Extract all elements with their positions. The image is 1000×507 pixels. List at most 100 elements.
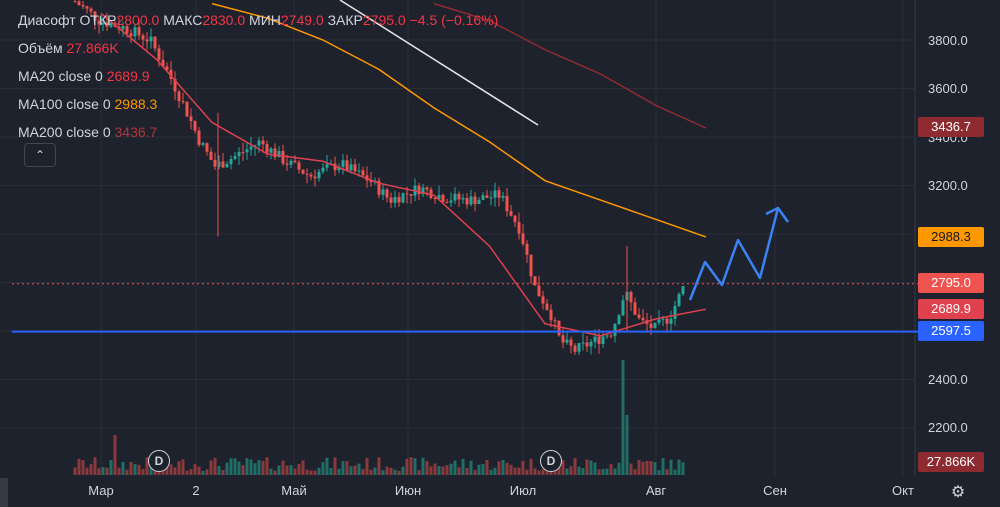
volume-bar <box>249 459 253 475</box>
ma20-label: MA20 close 0 <box>18 68 103 84</box>
low-label: МИН <box>249 12 281 28</box>
volume-bar <box>645 460 649 475</box>
candle-body <box>349 164 353 171</box>
volume-bar <box>509 464 513 475</box>
volume-bar <box>661 458 665 475</box>
candle-body <box>357 170 361 172</box>
candle-body <box>297 162 301 170</box>
close-price-tag: 2795.0 <box>918 273 984 293</box>
x-tick: 2 <box>192 483 200 498</box>
candle-body <box>633 302 637 315</box>
ma20-row[interactable]: MA20 close 0 2689.9 <box>18 62 498 90</box>
candle-body <box>597 336 601 344</box>
volume-bar <box>221 470 225 475</box>
candle-body <box>105 22 109 27</box>
low-value: 2749.0 <box>280 12 324 28</box>
candle-body <box>237 152 241 157</box>
candle-body <box>393 196 397 203</box>
dividend-marker[interactable]: D <box>148 450 170 472</box>
legend-collapse-button[interactable]: ⌃ <box>24 143 56 167</box>
candle-body <box>293 160 297 163</box>
candle-body <box>537 285 541 297</box>
volume-bar <box>561 460 565 475</box>
volume-bar <box>393 469 397 475</box>
candle-body <box>577 343 581 352</box>
volume-bar <box>85 467 89 475</box>
volume-bar <box>81 460 85 475</box>
candle-body <box>377 180 381 195</box>
volume-bar <box>321 462 325 475</box>
candle-body <box>569 339 573 346</box>
candle-body <box>549 309 553 321</box>
candle-body <box>77 1 81 5</box>
volume-bar <box>365 458 369 475</box>
volume-bar <box>681 462 685 475</box>
volume-bar <box>573 458 577 475</box>
volume-bar <box>637 459 641 475</box>
candle-body <box>85 6 89 9</box>
candle-body <box>409 193 413 196</box>
volume-bar <box>97 468 101 475</box>
volume-bar <box>617 462 621 475</box>
volume-bar <box>389 467 393 475</box>
volume-bar <box>541 469 545 475</box>
volume-bar <box>329 468 333 475</box>
volume-bar <box>625 415 629 475</box>
volume-bar <box>669 459 673 475</box>
volume-bar <box>133 464 137 475</box>
candle-body <box>321 167 325 172</box>
chevron-up-icon: ⌃ <box>34 148 46 162</box>
candle-body <box>665 318 669 324</box>
ma20-value: 2689.9 <box>106 68 150 84</box>
forecast-path <box>688 207 780 301</box>
candle-body <box>461 197 465 200</box>
candle-body <box>341 160 345 167</box>
candle-body <box>441 194 445 202</box>
candle-body <box>137 27 141 36</box>
candle-body <box>353 164 357 172</box>
volume-bar <box>569 466 573 475</box>
candle-body <box>493 190 497 198</box>
volume-bar <box>513 467 517 475</box>
candle-body <box>437 194 441 200</box>
candle-body <box>301 169 305 174</box>
scrollbar[interactable] <box>0 478 8 507</box>
volume-bar <box>233 458 237 475</box>
candle-body <box>669 318 673 324</box>
volume-bar <box>105 467 109 475</box>
candle-body <box>477 199 481 205</box>
volume-bar <box>197 466 201 475</box>
volume-bar <box>469 460 473 475</box>
volume-bar <box>253 463 257 475</box>
candle-body <box>93 11 97 21</box>
candle-body <box>161 59 165 67</box>
volume-bar <box>361 469 365 475</box>
volume-bar <box>129 461 133 475</box>
candle-body <box>425 187 429 190</box>
dividend-marker[interactable]: D <box>540 450 562 472</box>
volume-bar <box>585 459 589 475</box>
x-tick: Июн <box>394 483 422 498</box>
candle-body <box>609 335 613 337</box>
candle-body <box>433 198 437 200</box>
volume-bar <box>493 467 497 475</box>
volume-bar <box>517 467 521 475</box>
symbol-name: Диасофт <box>18 12 76 28</box>
y-tick: 2200.0 <box>928 420 968 435</box>
ma200-row[interactable]: MA200 close 0 3436.7 <box>18 118 498 146</box>
volume-bar <box>373 467 377 475</box>
candle-body <box>221 161 225 168</box>
candle-body <box>141 35 145 40</box>
volume-bar <box>465 467 469 475</box>
candle-body <box>485 195 489 198</box>
candle-body <box>565 339 569 343</box>
volume-bar <box>209 460 213 475</box>
ma100-row[interactable]: MA100 close 0 2988.3 <box>18 90 498 118</box>
volume-bar <box>629 463 633 475</box>
volume-bar <box>505 462 509 475</box>
volume-bar <box>281 460 285 475</box>
candle-body <box>149 36 153 42</box>
gear-icon[interactable]: ⚙ <box>950 484 966 501</box>
candle-body <box>621 300 625 316</box>
